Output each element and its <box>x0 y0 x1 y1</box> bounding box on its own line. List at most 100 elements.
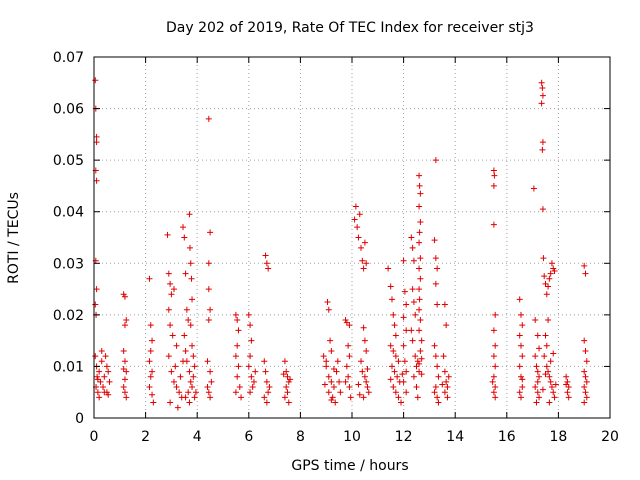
data-point <box>445 373 452 380</box>
data-point <box>247 322 254 329</box>
data-point <box>101 389 108 396</box>
data-point <box>548 384 555 391</box>
data-point <box>205 286 212 293</box>
data-point <box>207 394 214 401</box>
data-point <box>343 319 350 326</box>
data-point <box>187 322 194 329</box>
data-point <box>106 378 113 385</box>
data-point <box>93 177 100 184</box>
data-point <box>334 358 341 365</box>
data-point <box>432 157 439 164</box>
data-point <box>261 358 268 365</box>
data-point <box>232 389 239 396</box>
data-point <box>323 358 330 365</box>
data-point <box>539 386 546 393</box>
data-point <box>343 363 350 370</box>
data-point <box>541 273 548 280</box>
data-point <box>409 286 416 293</box>
data-point <box>403 389 410 396</box>
data-point <box>409 337 416 344</box>
axis-ticks <box>93 56 611 419</box>
data-point <box>519 376 526 383</box>
data-point <box>169 332 176 339</box>
data-point <box>168 291 175 298</box>
data-point <box>121 293 128 300</box>
data-point <box>333 368 340 375</box>
data-point <box>490 389 497 396</box>
y-tick-label: 0.07 <box>53 50 84 66</box>
data-point <box>394 373 401 380</box>
data-point <box>564 378 571 385</box>
data-point <box>337 389 344 396</box>
data-point <box>327 337 334 344</box>
data-point <box>517 394 524 401</box>
data-point <box>345 373 352 380</box>
data-point <box>191 394 198 401</box>
data-point <box>545 283 552 290</box>
data-point <box>325 306 332 313</box>
data-point <box>261 394 268 401</box>
data-point <box>103 363 110 370</box>
data-point <box>489 378 496 385</box>
data-point <box>387 342 394 349</box>
data-point <box>392 332 399 339</box>
data-point <box>101 373 108 380</box>
data-point <box>390 347 397 354</box>
data-point <box>208 378 215 385</box>
data-point <box>245 363 252 370</box>
data-point <box>189 296 196 303</box>
data-point <box>281 394 288 401</box>
data-point <box>207 306 214 313</box>
data-point <box>441 389 448 396</box>
data-point <box>320 353 327 360</box>
data-point <box>490 221 497 228</box>
data-point <box>181 234 188 241</box>
data-point <box>539 146 546 153</box>
data-point <box>204 358 211 365</box>
data-point <box>582 373 589 380</box>
data-point <box>432 255 439 262</box>
data-point <box>170 286 177 293</box>
data-point <box>581 262 588 269</box>
data-point <box>345 342 352 349</box>
data-point <box>390 311 397 318</box>
data-point <box>336 378 343 385</box>
data-point <box>434 363 441 370</box>
data-point <box>185 317 192 324</box>
data-point <box>93 133 100 140</box>
grid-lines <box>94 57 610 418</box>
data-point <box>265 265 272 272</box>
data-point <box>400 378 407 385</box>
data-point <box>491 172 498 179</box>
data-point <box>539 139 546 146</box>
data-point <box>536 394 543 401</box>
data-point <box>325 373 332 380</box>
data-point <box>435 399 442 406</box>
data-point <box>539 206 546 213</box>
data-point <box>533 399 540 406</box>
data-point <box>417 317 424 324</box>
data-point <box>147 373 154 380</box>
data-point <box>346 322 353 329</box>
data-point <box>182 394 189 401</box>
data-point <box>416 229 423 236</box>
data-point <box>413 384 420 391</box>
data-point <box>324 298 331 305</box>
data-point <box>432 384 439 391</box>
x-tick-label: 16 <box>498 429 516 445</box>
data-point <box>323 363 330 370</box>
data-point <box>330 384 337 391</box>
data-point <box>414 358 421 365</box>
data-point <box>236 384 243 391</box>
data-point <box>146 275 153 282</box>
data-point <box>583 358 590 365</box>
data-point <box>94 376 101 383</box>
data-point <box>146 358 153 365</box>
data-point <box>532 353 539 360</box>
data-point <box>234 342 241 349</box>
data-point <box>441 301 448 308</box>
data-point <box>363 260 370 267</box>
data-point <box>418 371 425 378</box>
data-point <box>492 311 499 318</box>
data-point <box>186 399 193 406</box>
